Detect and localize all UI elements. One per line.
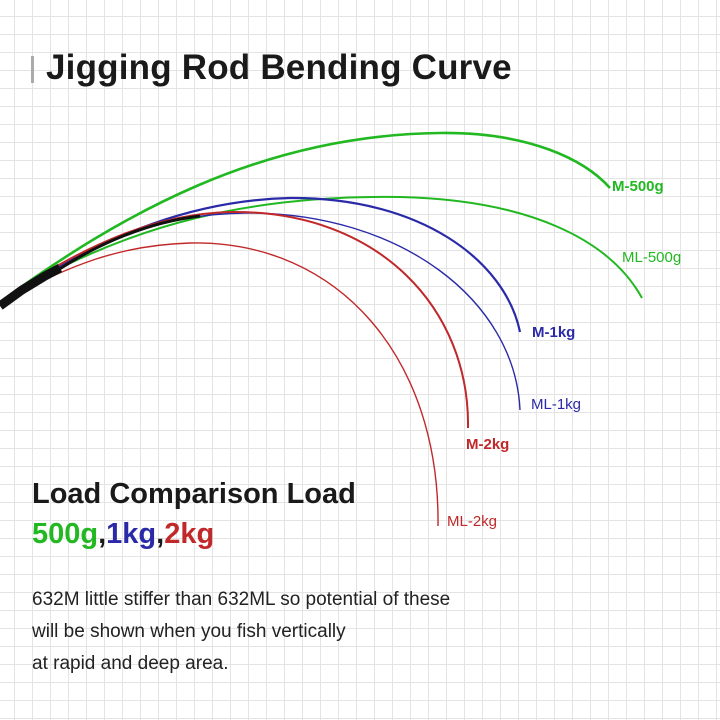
label-m-1kg: M-1kg <box>532 324 576 341</box>
separator: , <box>98 518 107 550</box>
load-values: 500g,1kg,2kg <box>32 518 214 551</box>
label-ml-1kg: ML-1kg <box>531 396 582 413</box>
rod-blank <box>54 214 201 274</box>
rod-butt <box>0 264 63 310</box>
label-m-2kg: M-2kg <box>466 436 510 453</box>
load-2kg: 2kg <box>164 518 215 550</box>
curve-m-2kg <box>0 210 470 429</box>
description-line: at rapid and deep area. <box>32 653 229 674</box>
label-ml-500g: ML-500g <box>622 249 682 266</box>
curve-ml-500g <box>0 195 643 303</box>
description-line: will be shown when you fish vertically <box>32 621 346 642</box>
load-1kg: 1kg <box>106 518 157 550</box>
label-ml-2kg: ML-2kg <box>447 513 498 530</box>
curve-ml-2kg <box>0 242 439 527</box>
load-comparison-heading: Load Comparison Load <box>32 478 356 510</box>
separator: , <box>156 518 165 550</box>
page-title: Jigging Rod Bending Curve <box>46 48 512 87</box>
curve-ml-1kg <box>0 212 521 411</box>
label-m-500g: M-500g <box>612 178 664 195</box>
description: 632M little stiffer than 632ML so potent… <box>32 584 552 680</box>
description-line: 632M little stiffer than 632ML so potent… <box>32 589 451 610</box>
curve-m-500g <box>0 131 611 304</box>
title-accent-bar <box>31 56 34 83</box>
load-500g: 500g <box>32 518 99 550</box>
